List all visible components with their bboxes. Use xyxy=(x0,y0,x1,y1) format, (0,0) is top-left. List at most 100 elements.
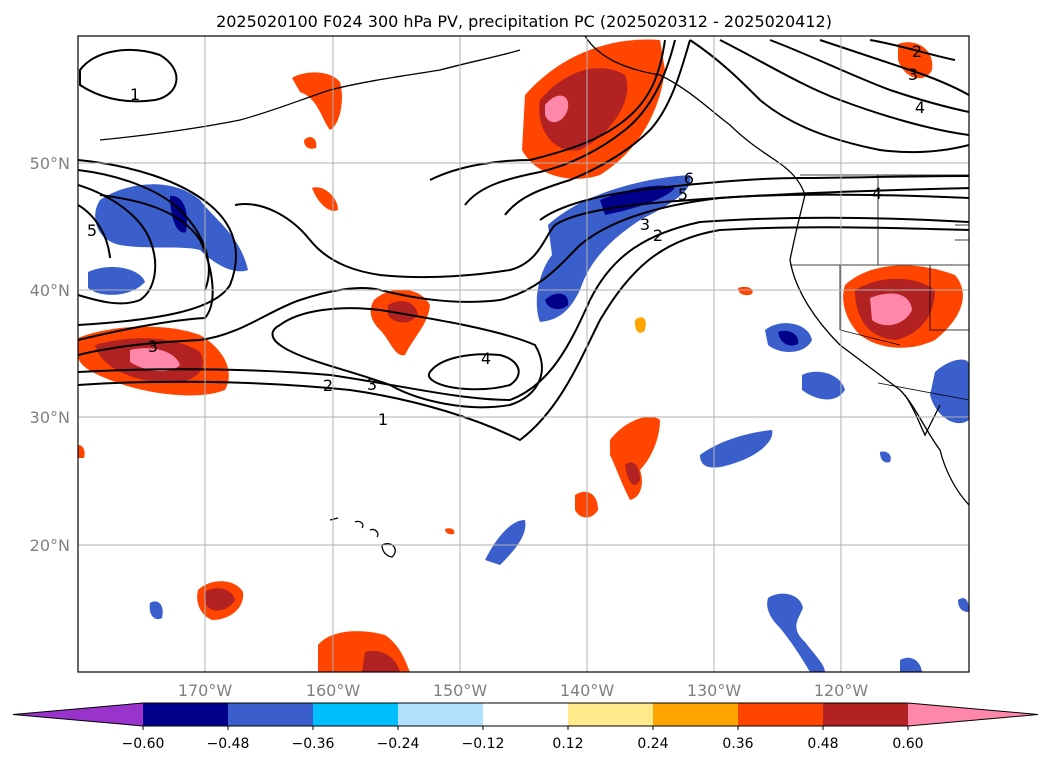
colorbar-tick-label: −0.24 xyxy=(377,736,420,752)
pv-contour xyxy=(234,187,969,279)
precip-max-core xyxy=(545,95,569,123)
longitude-labels: 170°W 160°W 150°W 140°W 130°W 120°W xyxy=(178,681,869,700)
colorbar-segment xyxy=(398,703,483,726)
lat-label-30n: 30°N xyxy=(30,408,70,427)
lon-label-150w: 150°W xyxy=(433,681,488,700)
contour-label: 4 xyxy=(481,349,491,368)
map-frame xyxy=(77,35,970,673)
pv-contour xyxy=(819,39,969,96)
precip-positive-core xyxy=(625,462,640,485)
pv-contour xyxy=(79,49,178,103)
precip-negative-core xyxy=(778,330,799,346)
colorbar-segment xyxy=(568,703,653,726)
pv-contour xyxy=(869,39,956,61)
colorbar-segment xyxy=(313,703,398,726)
precip-positive-area xyxy=(292,72,342,130)
precip-negative-area xyxy=(930,359,969,424)
contour-label: 5 xyxy=(87,221,97,240)
colorbar: −0.60 −0.48 −0.36 −0.24 −0.12 0.12 0.24 0.36 0.4… xyxy=(12,702,1039,752)
lon-label-130w: 130°W xyxy=(687,681,742,700)
map-panel: 1 2 3 4 5 6 1 2 3 4 3 4 3 2 5 xyxy=(77,35,970,673)
precip-positive-area xyxy=(370,289,430,356)
political-borders xyxy=(790,174,969,401)
contour-label: 3 xyxy=(640,215,650,234)
precip-negative-area xyxy=(149,601,163,620)
precip-positive-core xyxy=(362,650,400,672)
gridlines xyxy=(78,36,969,672)
us-mexico-border xyxy=(877,382,969,401)
precip-positive-area xyxy=(634,317,646,333)
colorbar-tick-label: −0.36 xyxy=(292,736,335,752)
colorbar-tick-label: 0.60 xyxy=(892,736,923,752)
precipitation-shading xyxy=(78,39,969,672)
contour-label: 4 xyxy=(915,98,925,117)
pv-contour xyxy=(769,39,969,113)
colorbar-tick-label: −0.48 xyxy=(207,736,250,752)
lon-label-120w: 120°W xyxy=(814,681,869,700)
precip-negative-area xyxy=(880,451,891,463)
figure-title: 2025020100 F024 300 hPa PV, precipitatio… xyxy=(216,12,832,31)
colorbar-segment xyxy=(738,703,823,726)
precip-positive-core xyxy=(539,68,628,151)
lon-label-170w: 170°W xyxy=(178,681,233,700)
contour-label: 2 xyxy=(653,226,663,245)
colorbar-segment xyxy=(653,703,738,726)
lon-label-160w: 160°W xyxy=(306,681,361,700)
colorbar-extend-high xyxy=(908,703,1038,726)
pv-contour xyxy=(429,39,666,181)
precip-negative-core xyxy=(545,293,569,310)
contour-label: 2 xyxy=(912,42,922,61)
pv-contour xyxy=(504,39,691,216)
contour-label: 6 xyxy=(684,169,694,188)
precip-positive-core xyxy=(205,588,235,611)
precip-negative-area xyxy=(958,598,969,612)
colorbar-segment xyxy=(143,703,228,726)
precip-negative-area xyxy=(900,657,922,672)
contour-label: 3 xyxy=(908,65,918,84)
colorbar-tick-label: 0.24 xyxy=(637,736,668,752)
precip-positive-area xyxy=(738,286,753,296)
alaska-peninsula xyxy=(99,49,521,141)
state-border xyxy=(839,265,901,346)
colorbar-segment xyxy=(228,703,313,726)
latitude-labels: 50°N 40°N 30°N 20°N xyxy=(30,154,70,555)
north-america-coastline xyxy=(584,36,969,506)
pv-contour xyxy=(719,39,969,136)
lat-label-50n: 50°N xyxy=(30,154,70,173)
pv-contour-labels: 1 2 3 4 5 6 1 2 3 4 3 4 3 2 5 xyxy=(87,42,925,429)
colorbar-segment xyxy=(483,703,568,726)
precip-negative-area xyxy=(536,175,691,322)
precip-max-core xyxy=(870,293,912,326)
precip-negative-area xyxy=(485,520,526,565)
precip-positive-core xyxy=(388,301,418,323)
contour-label: 2 xyxy=(323,376,333,395)
contour-label: 3 xyxy=(148,337,158,356)
colorbar-segment xyxy=(823,703,908,726)
state-border xyxy=(955,224,969,241)
precip-max-core xyxy=(130,348,180,372)
colorbar-tick-label: −0.12 xyxy=(462,736,505,752)
contour-label: 1 xyxy=(378,410,388,429)
contour-label: 1 xyxy=(130,85,140,104)
pv-contour xyxy=(78,169,210,291)
colorbar-tick-label: −0.60 xyxy=(122,736,165,752)
precip-negative-area xyxy=(88,267,145,295)
contour-label: 5 xyxy=(678,185,688,204)
pv-contour xyxy=(78,159,237,326)
colorbar-tick-label: 0.12 xyxy=(552,736,583,752)
lon-label-140w: 140°W xyxy=(560,681,615,700)
contour-label: 3 xyxy=(367,375,377,394)
pv-contours xyxy=(78,39,969,442)
precip-negative-area xyxy=(95,184,249,272)
contour-label: 4 xyxy=(872,184,882,203)
pv-contour xyxy=(464,39,676,206)
precip-negative-area xyxy=(700,430,773,468)
pv-contour xyxy=(78,194,543,409)
colorbar-tick-label: 0.48 xyxy=(807,736,838,752)
precip-positive-area xyxy=(78,445,85,458)
colorbar-extend-low xyxy=(13,703,143,726)
lat-label-40n: 40°N xyxy=(30,281,70,300)
precip-positive-area xyxy=(312,187,338,211)
pv-contour xyxy=(78,216,969,402)
